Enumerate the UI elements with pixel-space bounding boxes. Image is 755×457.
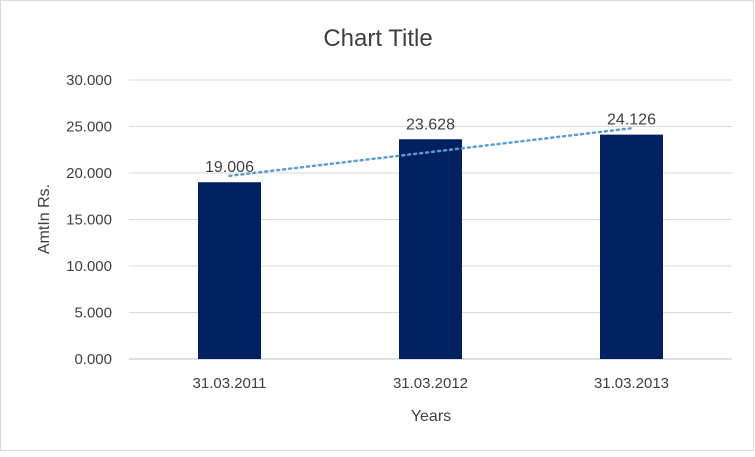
- y-tick-label: 15.000: [66, 212, 112, 229]
- data-label: 23.628: [406, 116, 455, 133]
- x-tick-label: 31.03.2012: [393, 375, 468, 392]
- bar: [600, 134, 663, 359]
- x-tick-label: 31.03.2011: [193, 375, 267, 392]
- data-label: 19.006: [205, 159, 254, 176]
- y-tick-label: 30.000: [66, 72, 112, 89]
- y-tick-label: 0.000: [74, 351, 112, 368]
- bar: [399, 139, 462, 359]
- y-tick-label: 20.000: [66, 165, 112, 182]
- y-tick-label: 5.000: [74, 305, 112, 322]
- x-tick-label: 31.03.2013: [594, 375, 669, 392]
- x-axis-label: Years: [411, 408, 451, 425]
- chart-title: Chart Title: [323, 25, 432, 52]
- bar: [198, 182, 261, 359]
- y-tick-label: 25.000: [66, 119, 112, 136]
- y-axis-label: AmtIn Rs.: [36, 184, 53, 254]
- data-label: 24.126: [607, 112, 656, 129]
- y-tick-label: 10.000: [66, 258, 112, 275]
- trendline: [228, 126, 633, 178]
